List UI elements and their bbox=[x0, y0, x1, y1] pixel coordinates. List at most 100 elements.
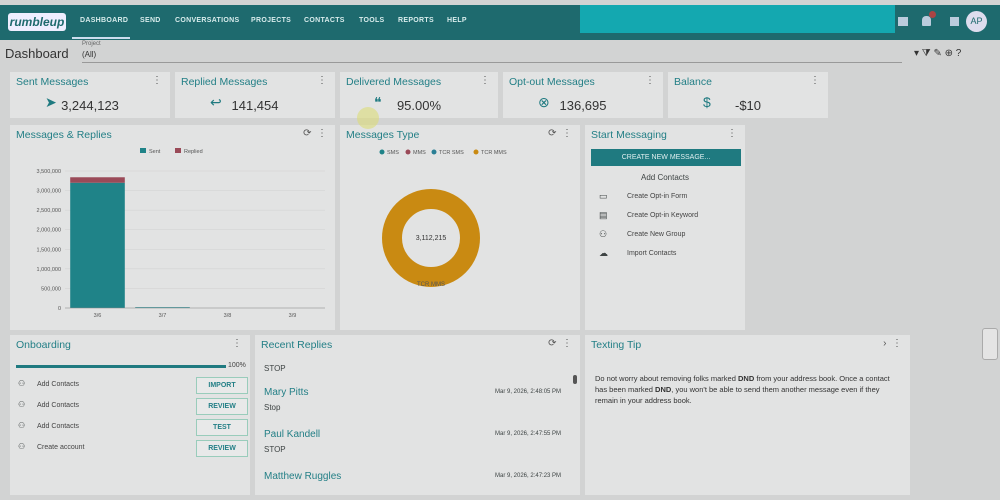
panel-menu[interactable]: ⟳ ⋮ bbox=[303, 128, 327, 139]
nav-item[interactable]: PROJECTS bbox=[251, 17, 292, 24]
step-label: Create account bbox=[37, 444, 85, 451]
bell-icon[interactable] bbox=[922, 16, 931, 26]
panel-title: Onboarding bbox=[16, 339, 71, 351]
scrollbar[interactable] bbox=[573, 375, 577, 384]
kpi-menu[interactable]: ⋮ bbox=[810, 75, 820, 86]
progress-fill bbox=[16, 365, 226, 368]
kpi-menu[interactable]: ⋮ bbox=[480, 75, 490, 86]
start-messaging-panel: Start Messaging ⋮ CREATE NEW MESSAGE... A… bbox=[585, 125, 745, 330]
kpi-card: Delivered Messages ⋮ ❝ 95.00% bbox=[340, 72, 498, 118]
progress-track bbox=[16, 365, 226, 368]
step-button[interactable]: TEST bbox=[196, 419, 248, 436]
messages-replies-panel: Messages & Replies ⟳ ⋮ 0 500,000 1,000,000 1… bbox=[10, 125, 335, 330]
kpi-card: Replied Messages ⋮ ↩ 141,454 bbox=[175, 72, 335, 118]
tip-fragment: Do not worry about removing folks marked bbox=[595, 374, 738, 383]
reply-time: Mar 9, 2026, 2:47:23 PM bbox=[495, 473, 562, 479]
action-link[interactable]: Create New Group bbox=[627, 231, 686, 238]
panel-menu[interactable]: ⋮ bbox=[727, 128, 737, 139]
nav-item[interactable]: CONTACTS bbox=[304, 17, 345, 24]
action-link[interactable]: Import Contacts bbox=[627, 250, 677, 257]
step-button[interactable]: REVIEW bbox=[196, 440, 248, 457]
sound-icon[interactable] bbox=[950, 17, 959, 26]
nav-item[interactable]: SEND bbox=[140, 17, 161, 24]
reply-message: STOP bbox=[264, 364, 286, 373]
action-link[interactable]: Create Opt-in Form bbox=[627, 193, 688, 200]
kpi-title: Sent Messages bbox=[16, 76, 89, 88]
x-tick-label: 3/8 bbox=[224, 313, 232, 319]
x-tick-label: 3/6 bbox=[94, 313, 102, 319]
onboarding-panel: Onboarding ⋮ 100% ⚇ Add Contacts IMPORT ⚇ Add… bbox=[10, 335, 250, 495]
kpi-value: 3,244,123 bbox=[61, 98, 119, 113]
legend-swatch bbox=[473, 149, 479, 155]
kpi-menu[interactable]: ⋮ bbox=[317, 75, 327, 86]
legend-label: Replied bbox=[184, 149, 203, 155]
panel-menu[interactable]: › ⋮ bbox=[883, 338, 902, 349]
nav-item[interactable]: CONVERSATIONS bbox=[175, 17, 240, 24]
x-tick-label: 3/9 bbox=[289, 313, 297, 319]
nav-item[interactable]: TOOLS bbox=[359, 17, 385, 24]
y-tick-label: 2,500,000 bbox=[37, 208, 61, 214]
kpi-title: Balance bbox=[674, 76, 712, 88]
side-widget[interactable] bbox=[982, 328, 998, 360]
legend-label: TCR MMS bbox=[481, 150, 507, 156]
step-icon: ⚇ bbox=[18, 421, 26, 430]
panel-menu[interactable]: ⋮ bbox=[232, 338, 242, 349]
reply-time: Mar 9, 2026, 2:48:05 PM bbox=[495, 389, 562, 395]
y-tick-label: 3,000,000 bbox=[37, 189, 61, 195]
project-select[interactable]: (All) bbox=[82, 50, 97, 59]
action-icon: ⚇ bbox=[599, 229, 608, 239]
toolbar-icons[interactable]: ▾ ⧩ ✎ ⊕ ? bbox=[914, 48, 962, 59]
contact-name[interactable]: Mary Pitts bbox=[264, 387, 309, 398]
legend-swatch bbox=[175, 148, 181, 153]
legend-label: MMS bbox=[413, 150, 426, 156]
messages-type-panel: Messages Type ⟳ ⋮ SMS MMS TCR SMS TCR MMS TCR… bbox=[340, 125, 580, 330]
kpi-value: 141,454 bbox=[231, 98, 279, 113]
create-message-button[interactable]: CREATE NEW MESSAGE... bbox=[591, 149, 741, 166]
notification-badge bbox=[929, 11, 936, 18]
step-button[interactable]: REVIEW bbox=[196, 398, 248, 415]
avatar[interactable]: AP bbox=[966, 11, 987, 32]
active-tab-underline bbox=[72, 37, 130, 39]
tip-text: Do not worry about removing folks marked… bbox=[595, 373, 900, 406]
y-tick-label: 3,500,000 bbox=[37, 169, 61, 175]
legend-label: TCR SMS bbox=[439, 150, 464, 156]
panel-menu[interactable]: ⟳ ⋮ bbox=[548, 128, 572, 139]
legend-label: SMS bbox=[387, 150, 399, 156]
kpi-icon: ↩ bbox=[210, 94, 222, 110]
kpi-menu[interactable]: ⋮ bbox=[645, 75, 655, 86]
reply-time: Mar 9, 2026, 2:47:55 PM bbox=[495, 431, 562, 437]
texting-tip-panel: Texting Tip › ⋮ Do not worry about removi… bbox=[585, 335, 910, 495]
select-underline bbox=[82, 62, 902, 63]
donut-slice bbox=[382, 189, 480, 287]
recent-replies-panel: Recent Replies ⟳ ⋮ STOP Mary Pitts Mar 9, … bbox=[255, 335, 580, 495]
step-button[interactable]: IMPORT bbox=[196, 377, 248, 394]
nav-item[interactable]: HELP bbox=[447, 17, 467, 24]
contact-name[interactable]: Matthew Ruggles bbox=[264, 471, 342, 482]
kpi-value: 136,695 bbox=[559, 98, 607, 113]
progress-label: 100% bbox=[228, 362, 246, 369]
kpi-title: Opt-out Messages bbox=[509, 76, 595, 88]
kpi-icon: ⊗ bbox=[538, 94, 550, 110]
panel-title: Recent Replies bbox=[261, 339, 333, 351]
logo[interactable]: rumbleup bbox=[8, 13, 66, 31]
contact-name[interactable]: Paul Kandell bbox=[264, 429, 321, 440]
step-icon: ⚇ bbox=[18, 400, 26, 409]
tip-fragment: from your address book. Once a contact h… bbox=[595, 374, 890, 394]
panel-menu[interactable]: ⟳ ⋮ bbox=[548, 338, 572, 349]
kpi-title: Replied Messages bbox=[181, 76, 268, 88]
x-tick-label: 3/7 bbox=[159, 313, 167, 319]
legend-label: Sent bbox=[149, 149, 161, 155]
center-label: 3,112,215 bbox=[416, 235, 447, 242]
kpi-icon: ❝ bbox=[374, 94, 382, 110]
folder-icon[interactable] bbox=[898, 17, 908, 26]
nav-item[interactable]: DASHBOARD bbox=[80, 17, 129, 24]
kpi-menu[interactable]: ⋮ bbox=[152, 75, 162, 86]
nav-item[interactable]: REPORTS bbox=[398, 17, 434, 24]
step-icon: ⚇ bbox=[18, 379, 26, 388]
kpi-card: Opt-out Messages ⋮ ⊗ 136,695 bbox=[503, 72, 663, 118]
kpi-title: Delivered Messages bbox=[346, 76, 442, 88]
bar-chart: 0 500,000 1,000,000 1,500,000 2,000,000 2,500… bbox=[37, 148, 325, 319]
action-link[interactable]: Create Opt-in Keyword bbox=[627, 212, 699, 219]
tip-fragment: , you won't be able to send them another… bbox=[595, 385, 880, 405]
